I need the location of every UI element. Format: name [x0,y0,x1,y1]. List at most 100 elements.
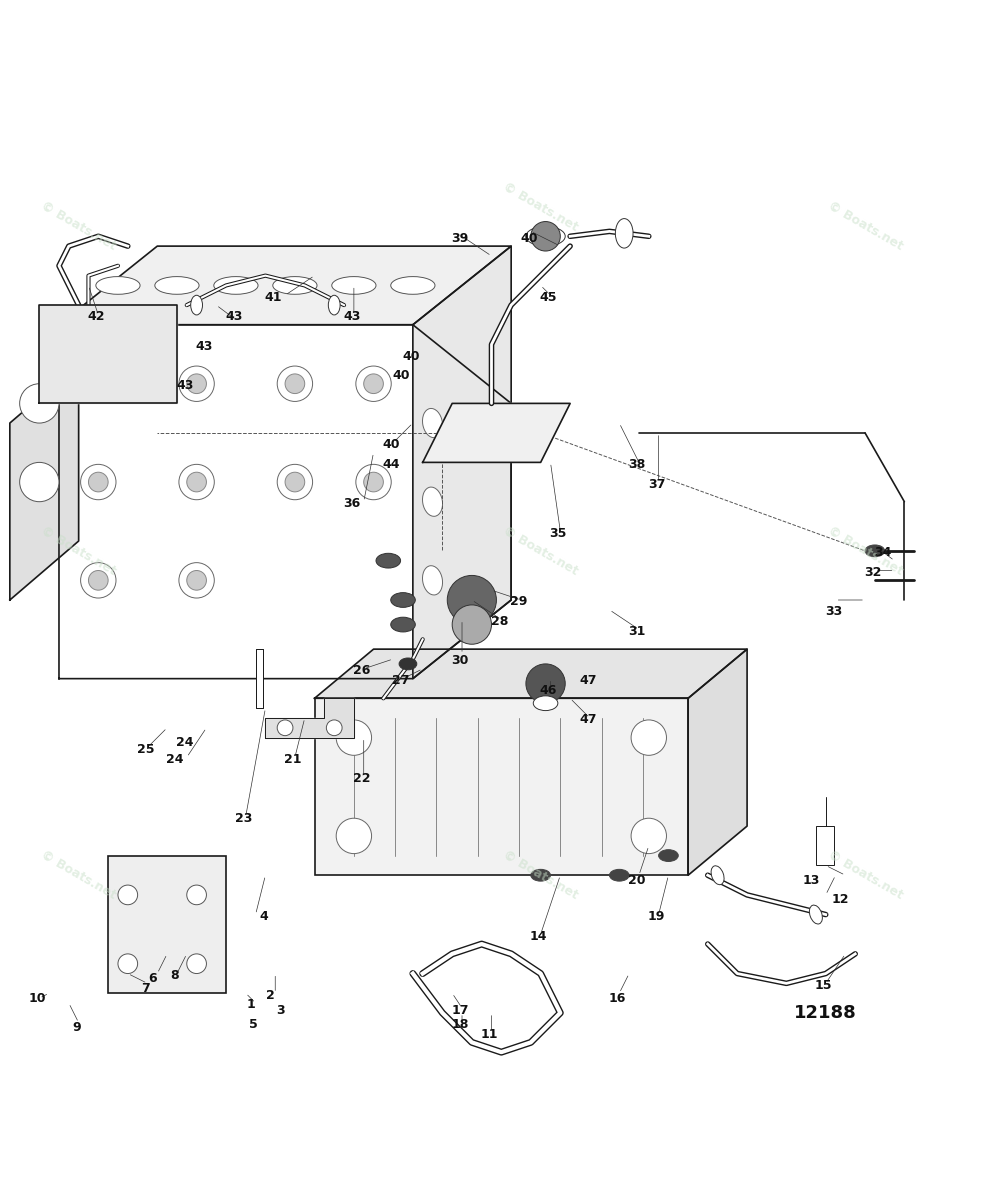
Text: 25: 25 [137,743,154,756]
Circle shape [118,886,138,905]
Text: 2: 2 [266,989,274,1002]
Text: 43: 43 [343,311,361,323]
Text: 1: 1 [247,998,255,1012]
Text: 17: 17 [451,1004,469,1018]
Polygon shape [59,325,511,679]
Text: 24: 24 [166,752,184,766]
Circle shape [277,464,313,499]
Circle shape [364,473,383,492]
Text: 24: 24 [176,736,194,749]
Text: 7: 7 [142,982,149,995]
Ellipse shape [609,869,629,881]
Text: 3: 3 [276,1004,284,1018]
Circle shape [326,720,342,736]
Text: 5: 5 [250,1018,258,1031]
Polygon shape [413,246,511,679]
Ellipse shape [533,696,558,710]
Circle shape [356,366,391,402]
Circle shape [187,473,206,492]
Polygon shape [315,649,747,698]
Polygon shape [10,364,79,600]
Ellipse shape [213,276,258,294]
Text: 16: 16 [608,991,626,1004]
Text: 13: 13 [802,874,820,887]
Circle shape [118,954,138,973]
Circle shape [20,384,59,424]
Text: 22: 22 [353,773,371,786]
Text: 39: 39 [451,232,469,245]
Text: 18: 18 [451,1018,469,1031]
Text: 37: 37 [648,478,665,491]
Circle shape [526,664,565,703]
Text: 35: 35 [549,527,567,540]
Text: © Boats.net: © Boats.net [825,848,905,902]
Polygon shape [59,246,511,325]
Ellipse shape [390,593,415,607]
Ellipse shape [154,276,199,294]
Circle shape [81,464,116,499]
Circle shape [88,570,108,590]
Text: 31: 31 [628,625,646,638]
Text: © Boats.net: © Boats.net [825,524,905,577]
Text: 12188: 12188 [794,1004,857,1022]
Circle shape [187,886,206,905]
Text: 10: 10 [29,991,46,1004]
Text: 14: 14 [530,930,548,943]
Circle shape [84,330,133,379]
Circle shape [187,374,206,394]
Text: 47: 47 [579,674,597,688]
Text: 36: 36 [343,497,361,510]
Text: 40: 40 [392,370,410,383]
Ellipse shape [376,553,401,568]
Polygon shape [423,403,570,462]
Ellipse shape [423,487,442,516]
Circle shape [356,464,391,499]
Polygon shape [688,649,747,875]
Bar [256,649,263,708]
Circle shape [277,366,313,402]
Text: © Boats.net: © Boats.net [500,848,581,902]
Text: 38: 38 [628,458,646,470]
Ellipse shape [526,227,565,246]
Text: 8: 8 [171,970,179,982]
Ellipse shape [390,617,415,632]
Circle shape [452,605,492,644]
Circle shape [64,310,152,398]
Ellipse shape [399,658,417,670]
Text: 15: 15 [815,979,833,992]
Circle shape [364,374,383,394]
Circle shape [631,818,666,853]
Text: 43: 43 [196,340,213,353]
Text: 46: 46 [540,684,557,697]
Ellipse shape [328,295,340,314]
Circle shape [531,222,560,251]
Text: 43: 43 [225,311,243,323]
Bar [256,649,263,708]
Circle shape [88,473,108,492]
Bar [108,856,226,994]
Polygon shape [39,305,177,403]
Text: 12: 12 [832,893,849,906]
Text: 27: 27 [392,674,410,688]
Text: 28: 28 [491,616,508,628]
Circle shape [336,818,372,853]
Text: © Boats.net: © Boats.net [38,199,119,253]
Circle shape [336,720,372,755]
Circle shape [179,464,214,499]
Ellipse shape [191,295,202,314]
Text: 33: 33 [825,605,842,618]
Bar [315,698,688,875]
Text: 47: 47 [579,714,597,726]
Circle shape [179,563,214,598]
Circle shape [20,462,59,502]
Ellipse shape [531,869,550,881]
Circle shape [447,576,496,624]
Ellipse shape [615,218,633,248]
Text: 6: 6 [148,972,156,985]
Text: 43: 43 [176,379,194,392]
Circle shape [285,473,305,492]
Polygon shape [265,698,354,738]
Circle shape [81,563,116,598]
Text: © Boats.net: © Boats.net [38,524,119,577]
Ellipse shape [423,408,442,438]
